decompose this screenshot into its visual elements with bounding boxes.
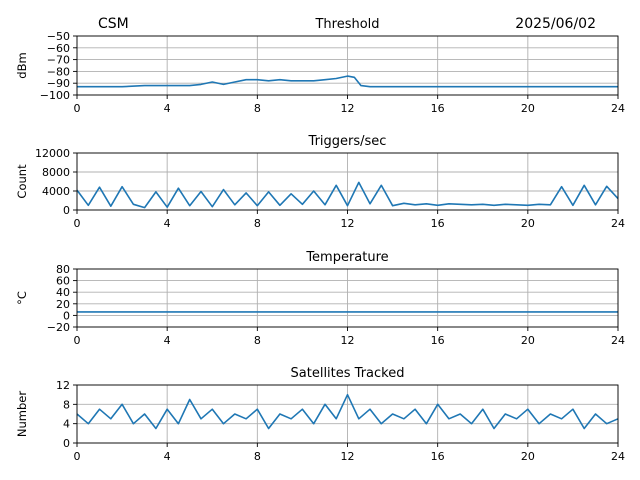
y-axis-label: Number	[15, 391, 29, 437]
x-tick-label: 4	[164, 334, 171, 347]
y-tick-label: 20	[56, 298, 70, 311]
y-tick-label: 12	[56, 379, 70, 392]
x-tick-label: 0	[74, 102, 81, 115]
series-line	[77, 75, 618, 88]
x-tick-label: 16	[431, 217, 445, 230]
y-axis-label: dBm	[15, 52, 29, 78]
x-tick-label: 4	[164, 450, 171, 463]
y-axis-label: Count	[15, 164, 29, 199]
x-tick-label: 0	[74, 450, 81, 463]
y-tick-label: 60	[56, 275, 70, 288]
x-tick-label: 12	[341, 334, 355, 347]
date-label: 2025/06/02	[515, 16, 596, 32]
x-tick-label: 0	[74, 334, 81, 347]
y-tick-label: 80	[56, 263, 70, 276]
y-tick-label: −60	[47, 42, 70, 55]
y-tick-label: −20	[47, 321, 70, 334]
y-tick-label: 0	[63, 309, 70, 322]
y-tick-label: 8	[63, 398, 70, 411]
y-tick-label: 4	[63, 418, 70, 431]
x-tick-label: 20	[521, 102, 535, 115]
chart-panels: 0 4 8 12 16 20 24 −100−90−80−70−60−50 Threshold d…	[15, 17, 625, 463]
x-tick-label: 12	[341, 450, 355, 463]
chart-panel-1: 0 4 8 12 16 20 24 −100−90−80−70−60−50 Threshold d…	[15, 17, 625, 115]
y-tick-label: 12000	[35, 147, 70, 160]
x-tick-label: 8	[254, 450, 261, 463]
x-tick-label: 24	[611, 334, 625, 347]
x-tick-label: 20	[521, 450, 535, 463]
series-line	[76, 181, 619, 209]
x-tick-label: 24	[611, 450, 625, 463]
y-tick-label: −50	[47, 30, 70, 43]
y-tick-label: −90	[47, 77, 70, 90]
y-tick-label: −70	[47, 54, 70, 67]
x-tick-label: 24	[611, 217, 625, 230]
x-tick-label: 24	[611, 102, 625, 115]
y-tick-label: 8000	[42, 166, 70, 179]
y-tick-label: −80	[47, 65, 70, 78]
y-tick-label: 0	[63, 204, 70, 217]
x-tick-label: 4	[164, 102, 171, 115]
y-tick-label: −100	[40, 89, 70, 102]
y-tick-label: 4000	[42, 185, 70, 198]
x-tick-label: 16	[431, 450, 445, 463]
x-tick-label: 12	[341, 217, 355, 230]
series-line	[76, 393, 619, 430]
chart-title: Temperature	[305, 250, 388, 265]
chart-title: Triggers/sec	[308, 134, 387, 149]
x-tick-label: 8	[254, 217, 261, 230]
y-axis-label: °C	[15, 291, 29, 305]
chart-title: Threshold	[314, 17, 379, 32]
x-tick-label: 20	[521, 217, 535, 230]
y-tick-label: 40	[56, 286, 70, 299]
station-label: CSM	[98, 16, 129, 32]
x-tick-label: 16	[431, 334, 445, 347]
x-tick-label: 0	[74, 217, 81, 230]
x-tick-label: 16	[431, 102, 445, 115]
x-tick-label: 8	[254, 102, 261, 115]
x-tick-label: 8	[254, 334, 261, 347]
x-tick-label: 4	[164, 217, 171, 230]
chart-panel-2: 0 4 8 12 16 20 24 0 4000 8000 12000 Triggers/sec Cou…	[15, 134, 625, 230]
chart-title: Satellites Tracked	[291, 366, 405, 381]
x-tick-label: 12	[341, 102, 355, 115]
x-tick-label: 20	[521, 334, 535, 347]
chart-panel-4: 0 4 8 12 16 20 24 0 4 8 12 Satellites Tracked Number	[15, 366, 625, 463]
y-tick-label: 0	[63, 437, 70, 450]
